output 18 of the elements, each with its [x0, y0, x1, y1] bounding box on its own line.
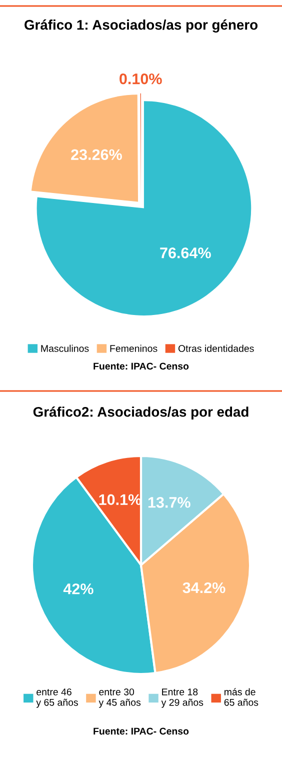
legend-label: Entre 18 y 29 años [161, 688, 204, 708]
legend-label: Femeninos [110, 344, 158, 352]
legend-label: entre 46 y 65 años [36, 688, 78, 708]
legend-label: entre 30 y 45 años [98, 688, 141, 708]
legend-label: Masculinos [41, 344, 89, 352]
chart-title: Gráfico2: Asociados/as por edad [33, 406, 248, 420]
source-note: Fuente: IPAC- Censo [94, 728, 189, 735]
data-label: 42% [63, 584, 94, 594]
data-label: 23.26% [71, 149, 122, 160]
data-label: 34.2% [182, 582, 226, 594]
legend-label: Otras identidades [178, 344, 254, 352]
data-label: 10.1% [99, 494, 142, 506]
chart-title: Gráfico 1: Asociados/as por género [24, 19, 258, 33]
data-label: 76.64% [160, 248, 211, 258]
data-label: 0.10% [120, 73, 162, 84]
legend-label: más de 65 años [224, 688, 258, 706]
data-label: 13.7% [148, 497, 190, 508]
source-note: Fuente: IPAC- Censo [94, 362, 189, 370]
